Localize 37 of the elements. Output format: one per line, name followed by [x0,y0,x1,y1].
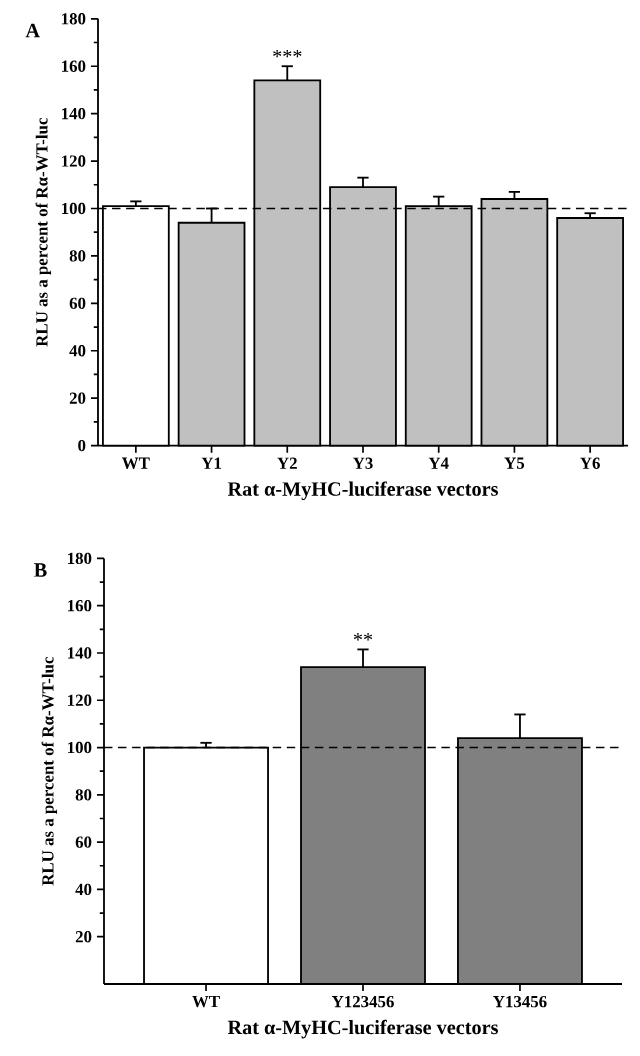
y-tick-label: 20 [75,931,92,943]
chart-title: A [25,23,40,38]
y-tick-label: 120 [62,155,86,167]
y-axis-title: RLU as a percent of Rα-WT-luc [35,118,52,347]
annotation: ** [353,633,373,641]
x-tick-label: Y123456 [331,995,394,1008]
y-axis-title: RLU as a percent of Rα-WT-luc [41,657,58,886]
y-tick-label: 20 [69,392,86,404]
y-tick-label: 140 [62,107,86,120]
y-tick-label: 100 [62,202,86,215]
x-tick-label: Y1 [201,457,221,469]
y-tick-label: 120 [68,694,92,706]
x-tick-label: Y13456 [493,995,547,1008]
x-tick-label: Y6 [580,457,600,469]
y-tick-label: 40 [75,883,92,896]
y-tick-label: 180 [62,13,86,25]
y-tick-label: 80 [75,789,92,801]
y-tick-label: 140 [68,647,92,659]
x-tick-label: Y5 [504,457,525,469]
x-axis-title: Rat α-MyHC-luciferase vectors [227,1019,498,1039]
y-tick-label: 40 [69,345,86,357]
x-tick-label: WT [192,995,220,1008]
chart-title: B [34,563,47,577]
y-tick-label: 80 [69,250,86,262]
y-tick-label: 60 [69,297,86,310]
annotation: *** [273,49,302,58]
x-tick-label: Y4 [428,457,449,469]
y-tick-label: 180 [68,552,92,565]
x-tick-label: WT [122,457,150,469]
x-tick-label: Y2 [277,457,297,469]
y-tick-label: 160 [62,60,86,72]
y-tick-label: 0 [78,439,86,452]
y-tick-label: 60 [75,836,92,848]
y-tick-label: 160 [68,599,92,612]
y-tick-label: 100 [68,741,92,754]
x-tick-label: Y3 [352,457,373,469]
x-axis-title: Rat α-MyHC-luciferase vectors [227,481,499,501]
